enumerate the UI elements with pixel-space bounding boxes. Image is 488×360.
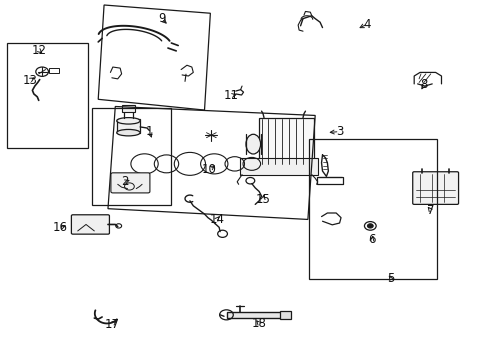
Text: 13: 13	[22, 74, 37, 87]
Text: 10: 10	[202, 163, 216, 176]
Text: 9: 9	[158, 12, 165, 25]
Bar	[227, 312, 281, 318]
Circle shape	[366, 224, 372, 228]
Bar	[92, 108, 171, 205]
Bar	[6, 42, 88, 148]
Text: 8: 8	[419, 78, 427, 91]
Text: 17: 17	[104, 318, 119, 331]
Text: 3: 3	[335, 125, 343, 138]
Text: 7: 7	[426, 204, 434, 217]
Ellipse shape	[117, 118, 140, 124]
FancyBboxPatch shape	[412, 172, 458, 204]
Bar	[280, 311, 290, 319]
Text: 2: 2	[121, 175, 128, 188]
Bar	[308, 139, 436, 279]
FancyBboxPatch shape	[111, 173, 150, 193]
Text: 18: 18	[251, 317, 266, 330]
Text: 16: 16	[53, 221, 67, 234]
Bar	[239, 158, 317, 175]
FancyBboxPatch shape	[71, 215, 109, 234]
Bar	[49, 68, 59, 73]
Text: 14: 14	[209, 213, 224, 226]
Text: 15: 15	[255, 193, 270, 206]
Bar	[117, 119, 140, 133]
Text: 11: 11	[223, 89, 238, 102]
Bar	[122, 105, 135, 112]
Text: 4: 4	[363, 18, 370, 31]
Text: 1: 1	[145, 125, 153, 138]
Bar	[259, 118, 313, 165]
Text: 6: 6	[368, 233, 375, 246]
Text: 12: 12	[31, 44, 46, 57]
Ellipse shape	[117, 130, 140, 136]
Ellipse shape	[245, 134, 260, 154]
Text: 5: 5	[386, 272, 394, 285]
